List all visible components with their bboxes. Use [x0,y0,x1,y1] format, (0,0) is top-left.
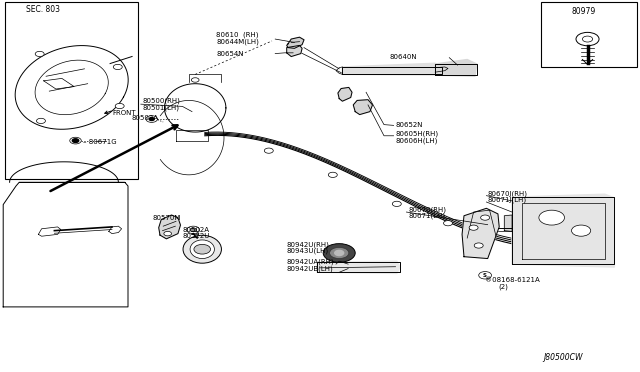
Text: 80640N: 80640N [389,54,417,60]
Bar [541,2,637,67]
Text: J80500CW: J80500CW [543,353,583,362]
Text: 80671J(LH): 80671J(LH) [488,197,527,203]
Ellipse shape [183,235,221,263]
Circle shape [35,51,44,57]
Circle shape [539,210,564,225]
Polygon shape [338,87,352,101]
Text: 80671(LH): 80671(LH) [408,213,445,219]
Circle shape [115,103,124,109]
Polygon shape [504,215,512,231]
Text: 80652N: 80652N [396,122,423,128]
Circle shape [328,172,337,177]
Circle shape [335,250,344,256]
Circle shape [36,118,45,124]
Circle shape [149,118,154,121]
Circle shape [582,36,593,42]
Polygon shape [287,45,302,57]
Circle shape [330,247,349,259]
Polygon shape [317,261,400,273]
Text: 80500(RH): 80500(RH) [142,98,180,105]
Text: 80654N: 80654N [216,51,244,57]
Text: ®08168-6121A: ®08168-6121A [485,277,540,283]
Circle shape [572,225,591,236]
Circle shape [323,244,355,262]
Circle shape [576,32,599,46]
Text: 80942UB(LH): 80942UB(LH) [287,265,333,272]
Text: 80570M: 80570M [152,215,180,221]
Text: – 80671G: – 80671G [83,139,117,145]
Polygon shape [342,63,442,75]
Text: 80943U(LH): 80943U(LH) [287,248,329,254]
Text: 80670(RH): 80670(RH) [408,206,446,213]
Text: 80942UA(RH): 80942UA(RH) [287,259,334,265]
Circle shape [191,78,199,82]
Circle shape [190,228,196,232]
Circle shape [164,231,172,236]
Text: 80606H(LH): 80606H(LH) [396,137,438,144]
Circle shape [72,139,79,142]
Ellipse shape [190,240,214,259]
Text: FRONT: FRONT [112,110,136,116]
Text: 80502A: 80502A [182,227,209,232]
Polygon shape [287,37,304,48]
Polygon shape [462,208,499,259]
Circle shape [469,225,478,230]
Text: 80605H(RH): 80605H(RH) [396,131,438,137]
Text: (2): (2) [498,283,508,290]
Text: 80572U: 80572U [182,233,210,239]
Text: 80979: 80979 [572,7,596,16]
Circle shape [194,244,211,254]
Text: SEC. 803: SEC. 803 [26,5,60,14]
Polygon shape [353,100,372,115]
Polygon shape [159,215,180,239]
Polygon shape [435,60,477,76]
Circle shape [392,201,401,206]
Circle shape [187,226,200,234]
Polygon shape [512,194,614,267]
Text: 80942U(RH): 80942U(RH) [287,241,330,248]
Circle shape [146,116,157,122]
Text: 80644M(LH): 80644M(LH) [216,38,259,45]
Circle shape [479,272,492,279]
Text: 80670J(RH): 80670J(RH) [488,190,528,197]
Circle shape [481,215,490,220]
Circle shape [70,137,81,144]
Circle shape [474,243,483,248]
Text: 80502A: 80502A [132,115,159,121]
Text: 80610  (RH): 80610 (RH) [216,32,259,38]
Text: 80501(LH): 80501(LH) [142,105,179,111]
Text: S: S [483,273,487,278]
Bar [5,2,138,179]
Circle shape [113,64,122,70]
Circle shape [444,221,452,226]
Circle shape [264,148,273,153]
